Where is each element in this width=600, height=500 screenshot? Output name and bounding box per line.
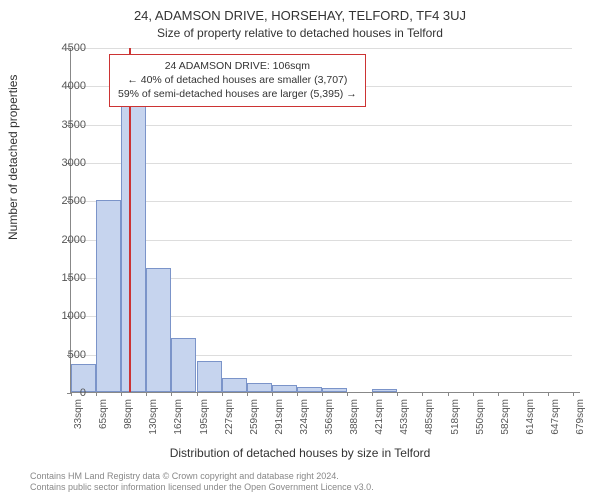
xtick-label: 421sqm — [374, 399, 385, 435]
xtick-label: 453sqm — [399, 399, 410, 435]
ytick-label: 3000 — [46, 157, 86, 169]
xtick-mark — [96, 392, 97, 396]
ytick-label: 1000 — [46, 310, 86, 322]
xtick-mark — [171, 392, 172, 396]
xtick-label: 65sqm — [98, 399, 109, 429]
histogram-bar — [146, 268, 171, 392]
xtick-mark — [573, 392, 574, 396]
histogram-bar — [372, 389, 397, 392]
xtick-label: 291sqm — [274, 399, 285, 435]
xtick-label: 259sqm — [249, 399, 260, 435]
annotation-line1: 24 ADAMSON DRIVE: 106sqm — [118, 59, 357, 73]
chart-container: 24, ADAMSON DRIVE, HORSEHAY, TELFORD, TF… — [0, 0, 600, 500]
xtick-mark — [422, 392, 423, 396]
histogram-bar — [96, 200, 121, 392]
xtick-label: 227sqm — [224, 399, 235, 435]
xtick-label: 679sqm — [575, 399, 586, 435]
ytick-label: 0 — [46, 387, 86, 399]
xtick-label: 162sqm — [173, 399, 184, 435]
xtick-label: 388sqm — [349, 399, 360, 435]
xtick-mark — [397, 392, 398, 396]
x-axis-label: Distribution of detached houses by size … — [0, 446, 600, 460]
xtick-mark — [473, 392, 474, 396]
xtick-mark — [197, 392, 198, 396]
annotation-line2: ← 40% of detached houses are smaller (3,… — [118, 73, 357, 87]
ytick-label: 3500 — [46, 119, 86, 131]
histogram-bar — [322, 388, 347, 392]
ytick-label: 500 — [46, 349, 86, 361]
xtick-mark — [146, 392, 147, 396]
xtick-mark — [121, 392, 122, 396]
xtick-label: 550sqm — [475, 399, 486, 435]
histogram-bar — [121, 70, 146, 392]
xtick-mark — [272, 392, 273, 396]
footer-line1: Contains HM Land Registry data © Crown c… — [30, 471, 374, 483]
xtick-label: 195sqm — [199, 399, 210, 435]
xtick-label: 356sqm — [324, 399, 335, 435]
xtick-label: 33sqm — [73, 399, 84, 429]
ytick-label: 2000 — [46, 234, 86, 246]
xtick-mark — [347, 392, 348, 396]
ytick-label: 2500 — [46, 195, 86, 207]
gridline — [71, 48, 572, 49]
ytick-label: 4000 — [46, 80, 86, 92]
xtick-label: 614sqm — [525, 399, 536, 435]
xtick-mark — [297, 392, 298, 396]
footer-text: Contains HM Land Registry data © Crown c… — [30, 471, 374, 494]
xtick-label: 647sqm — [550, 399, 561, 435]
histogram-bar — [247, 383, 272, 392]
y-axis-label: Number of detached properties — [6, 75, 20, 240]
xtick-mark — [372, 392, 373, 396]
xtick-mark — [498, 392, 499, 396]
xtick-mark — [448, 392, 449, 396]
xtick-mark — [322, 392, 323, 396]
chart-subtitle: Size of property relative to detached ho… — [0, 26, 600, 40]
xtick-mark — [247, 392, 248, 396]
xtick-label: 518sqm — [450, 399, 461, 435]
xtick-mark — [523, 392, 524, 396]
footer-line2: Contains public sector information licen… — [30, 482, 374, 494]
histogram-bar — [272, 385, 297, 392]
ytick-label: 1500 — [46, 272, 86, 284]
ytick-label: 4500 — [46, 42, 86, 54]
xtick-label: 485sqm — [424, 399, 435, 435]
xtick-label: 130sqm — [148, 399, 159, 435]
page-title: 24, ADAMSON DRIVE, HORSEHAY, TELFORD, TF… — [0, 8, 600, 23]
plot-area: 24 ADAMSON DRIVE: 106sqm ← 40% of detach… — [70, 48, 580, 393]
histogram-bar — [171, 338, 196, 392]
xtick-label: 582sqm — [500, 399, 511, 435]
histogram-bar — [297, 387, 322, 392]
histogram-bar — [197, 361, 222, 392]
xtick-label: 324sqm — [299, 399, 310, 435]
annotation-box: 24 ADAMSON DRIVE: 106sqm ← 40% of detach… — [109, 54, 366, 107]
annotation-line3: 59% of semi-detached houses are larger (… — [118, 87, 357, 101]
xtick-label: 98sqm — [123, 399, 134, 429]
xtick-mark — [222, 392, 223, 396]
xtick-mark — [548, 392, 549, 396]
histogram-bar — [222, 378, 247, 392]
